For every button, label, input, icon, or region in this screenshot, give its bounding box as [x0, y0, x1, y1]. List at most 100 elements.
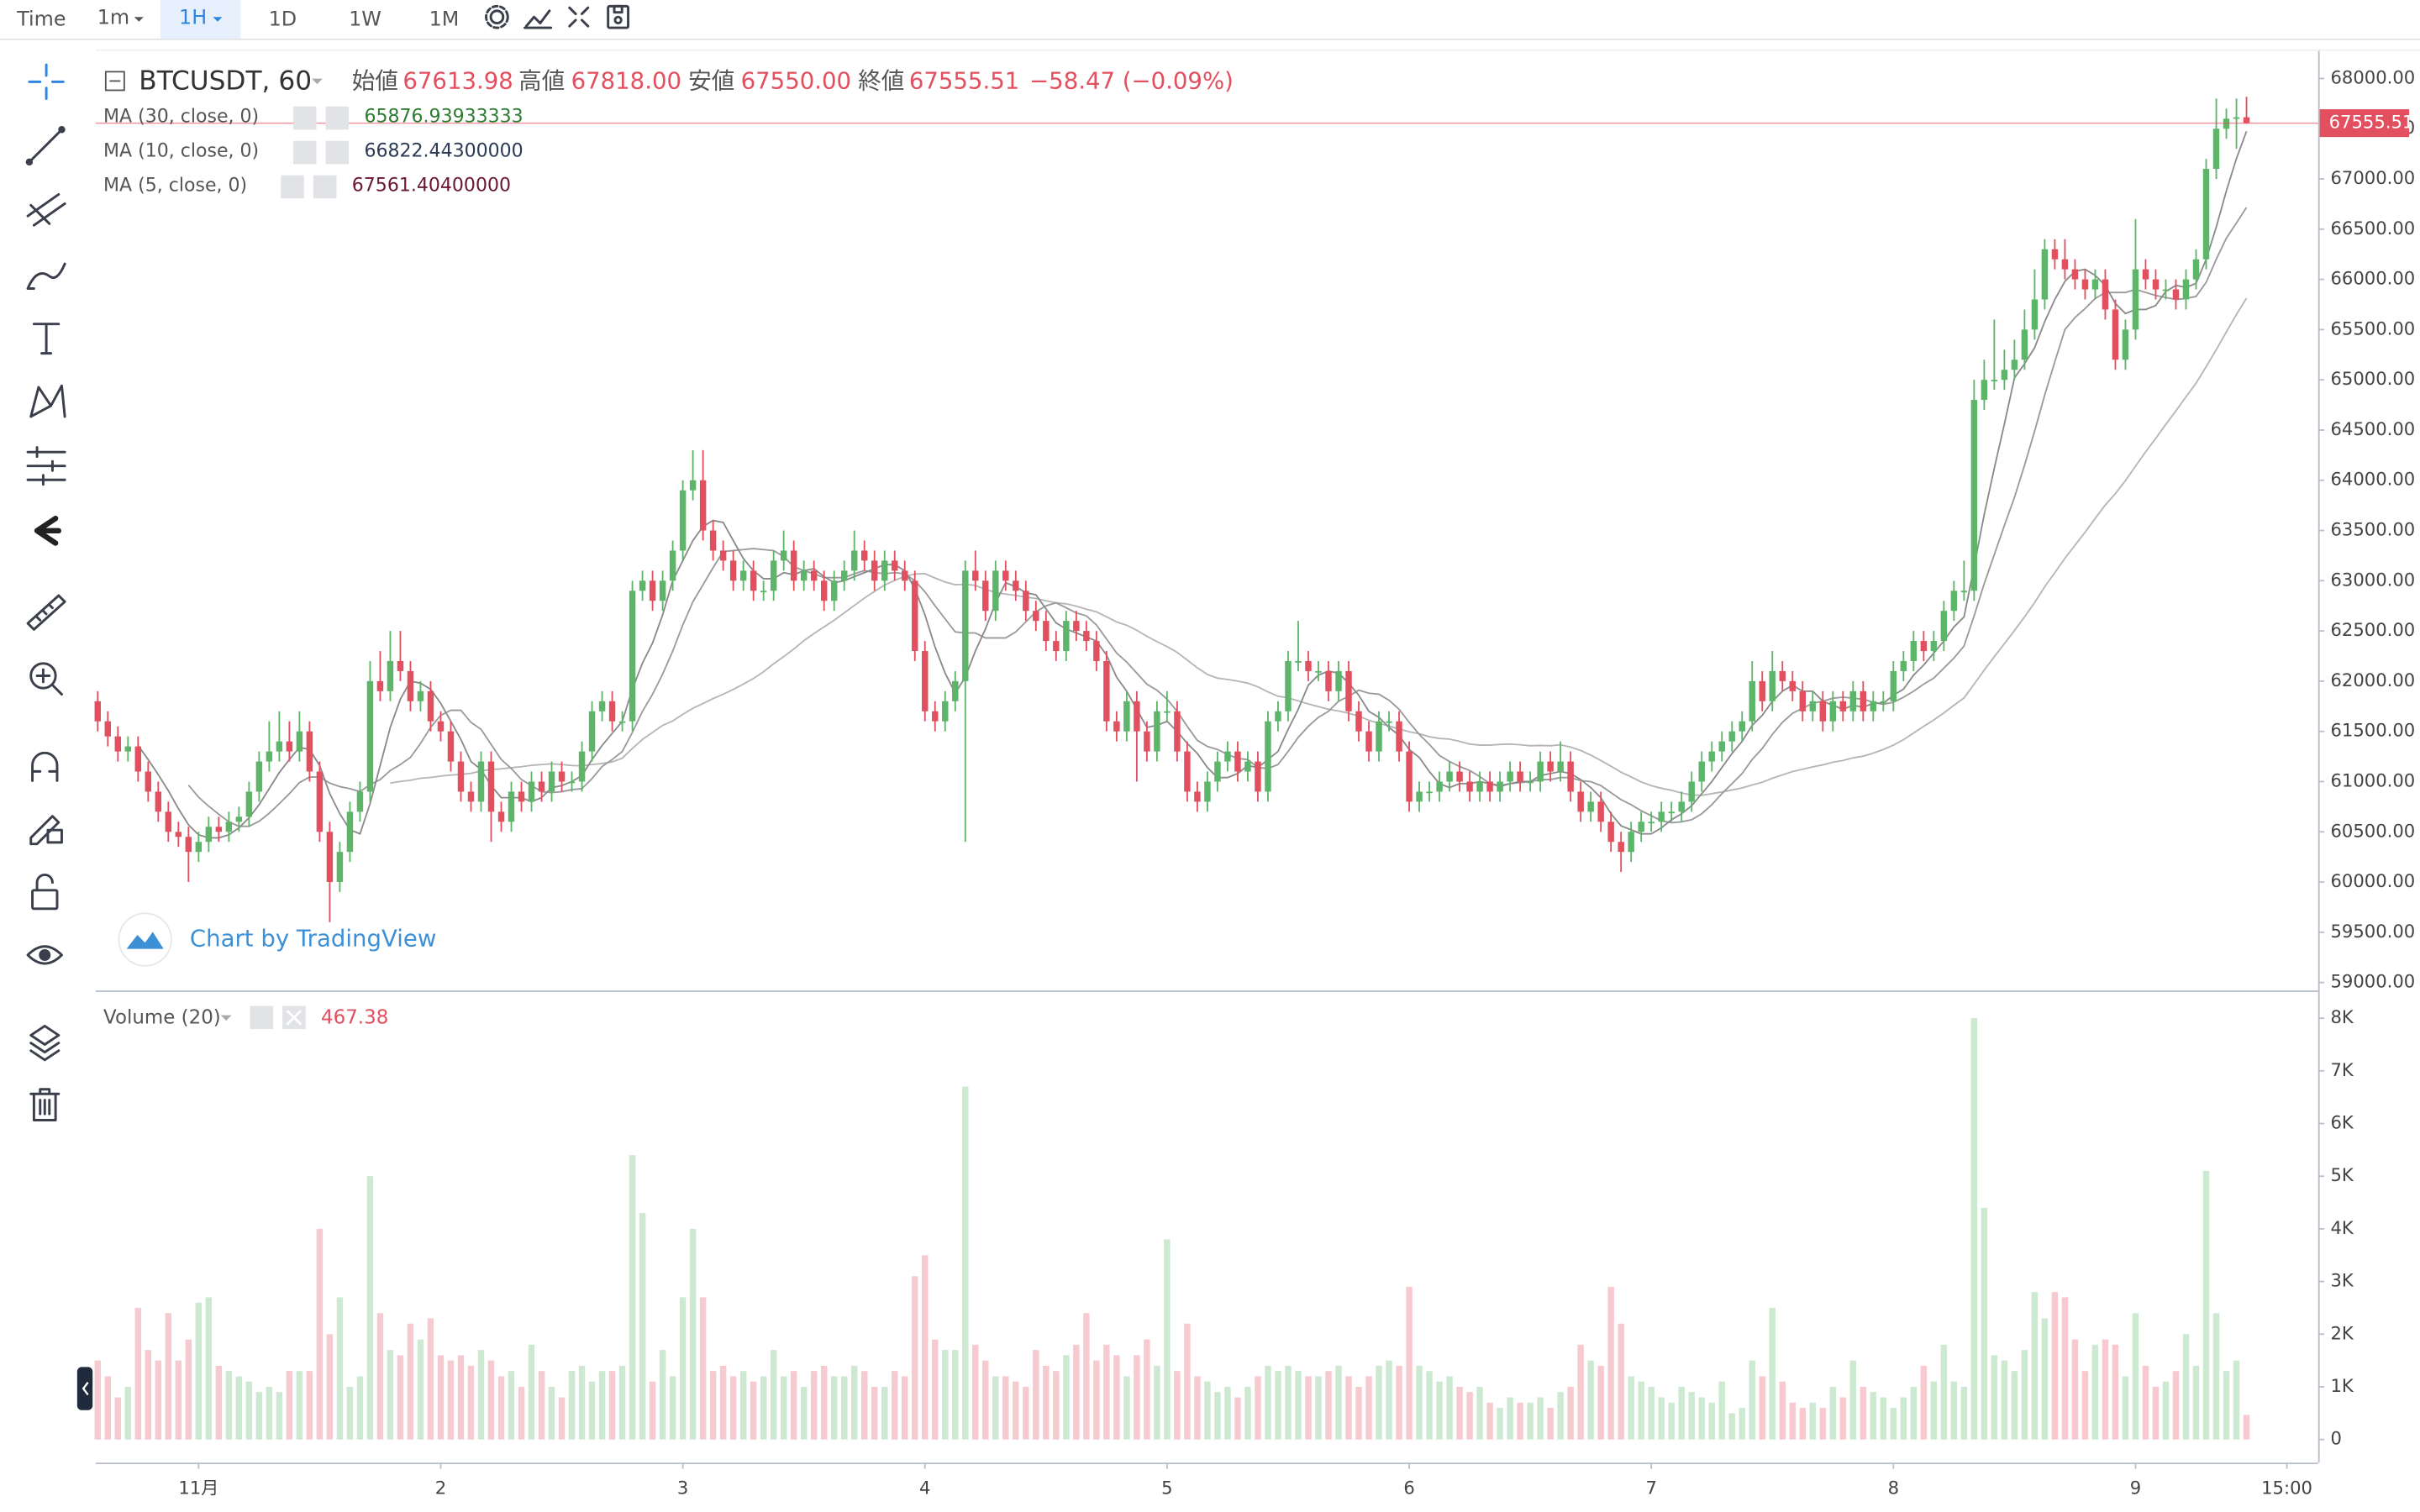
interval-button[interactable]: 1D — [269, 7, 297, 30]
candle-body — [2192, 259, 2200, 280]
volume-bar — [1809, 1402, 1817, 1440]
candle-body — [1244, 761, 1251, 772]
candle-body — [1164, 711, 1171, 713]
x-tick-label: 6 — [1403, 1477, 1414, 1498]
candle-body — [1013, 580, 1019, 591]
candle-body — [892, 560, 898, 571]
candle-body — [155, 791, 162, 812]
volume-bar — [1749, 1360, 1755, 1440]
volume-bar — [750, 1381, 757, 1440]
candle-body — [1628, 832, 1634, 853]
volume-bar — [1063, 1355, 1070, 1440]
volume-bar — [145, 1350, 152, 1440]
candle-body — [497, 811, 505, 822]
candle-body — [1618, 842, 1624, 853]
volume-bar — [729, 1376, 737, 1440]
candle-body — [467, 791, 475, 802]
volume-bar — [155, 1360, 162, 1440]
candle-body — [1981, 380, 1988, 401]
watermark[interactable]: Chart by TradingView — [190, 926, 436, 953]
volume-bar — [195, 1302, 203, 1440]
symbol[interactable]: BTCUSDT, 60 — [139, 66, 312, 96]
y-tick-label: 0 — [2330, 1428, 2341, 1449]
candle-body — [1416, 791, 1423, 802]
candle-body — [1648, 822, 1655, 824]
volume-bar — [912, 1276, 918, 1440]
candle-body — [1123, 701, 1130, 732]
interval-button[interactable]: 1W — [349, 7, 381, 30]
watermark-logo — [126, 932, 164, 949]
candle-body — [1063, 621, 1070, 652]
interval-button[interactable]: 1M — [429, 7, 460, 30]
candle-body — [699, 480, 707, 531]
volume-bar — [1013, 1381, 1019, 1440]
volume-bar — [366, 1176, 374, 1440]
settings-button[interactable] — [250, 1005, 274, 1030]
interval-button[interactable]: 1m — [97, 6, 129, 29]
volume-bar — [1688, 1392, 1695, 1440]
candle-body — [1315, 670, 1322, 673]
remove-button[interactable] — [313, 175, 337, 199]
collapse-legend[interactable] — [104, 71, 125, 92]
volume-bar — [528, 1344, 535, 1440]
candle-body — [1910, 641, 1918, 661]
candle-body — [306, 731, 313, 772]
candle-body — [1668, 811, 1675, 814]
volume-bar — [1567, 1386, 1574, 1440]
volume-bar — [942, 1350, 949, 1440]
indicator-value: 65876.93933333 — [364, 107, 523, 128]
settings-button[interactable] — [281, 175, 304, 199]
volume-bar — [1194, 1376, 1201, 1440]
volume-bar — [165, 1313, 172, 1440]
volume-bar — [1144, 1339, 1150, 1440]
candle-body — [932, 711, 939, 722]
volume-bar — [2081, 1371, 2089, 1440]
volume-bar — [992, 1376, 999, 1440]
interval-button[interactable]: Time — [16, 7, 66, 30]
volume-bar — [780, 1376, 787, 1440]
remove-button[interactable] — [325, 106, 350, 130]
candle-body — [1728, 731, 1735, 742]
candle-body — [2233, 117, 2240, 119]
ohlc-label: 安値 — [688, 67, 734, 94]
volume-bar — [276, 1392, 283, 1440]
y-tick-label: 68000.00 — [2330, 66, 2415, 87]
candle-body — [1265, 721, 1271, 792]
toolbar-icons[interactable] — [485, 4, 630, 29]
candle-body — [1749, 680, 1755, 722]
volume-bar — [1486, 1402, 1493, 1440]
volume-bar — [840, 1376, 848, 1440]
volume-bar — [387, 1350, 394, 1440]
drawing-toolbar[interactable] — [25, 63, 66, 1121]
settings-button[interactable] — [292, 140, 317, 165]
candle-body — [830, 580, 838, 601]
candle-body — [2081, 279, 2089, 290]
last-price-tag — [2319, 109, 2410, 138]
candle-body — [1355, 711, 1362, 732]
candle-body — [608, 701, 616, 722]
candle-body — [1789, 680, 1796, 691]
candle-body — [326, 832, 334, 883]
remove-button[interactable] — [325, 140, 350, 165]
settings-button[interactable] — [292, 106, 317, 130]
candle-body — [1930, 641, 1938, 652]
candle-body — [2071, 269, 2079, 280]
volume-bar — [932, 1339, 939, 1440]
volume-bar — [1497, 1408, 1503, 1440]
volume-bar — [255, 1392, 263, 1440]
volume-bar — [1043, 1365, 1050, 1440]
volume-bar — [1416, 1365, 1423, 1440]
candle-body — [1587, 801, 1594, 812]
candle-body — [1769, 670, 1776, 701]
collapse-toggle[interactable] — [76, 1367, 93, 1410]
volume-bar — [1960, 1386, 1968, 1440]
volume-value: 467.38 — [321, 1007, 388, 1029]
volume-bar — [1224, 1386, 1231, 1440]
interval-button[interactable]: 1H — [179, 6, 207, 29]
volume-bar — [376, 1313, 384, 1440]
candle-body — [1779, 670, 1786, 681]
volume-bar — [1184, 1323, 1191, 1440]
x-tick-label: 15:00 — [2261, 1477, 2312, 1498]
y-tick-label: 63500.00 — [2330, 519, 2415, 540]
candle-body — [1204, 781, 1211, 802]
